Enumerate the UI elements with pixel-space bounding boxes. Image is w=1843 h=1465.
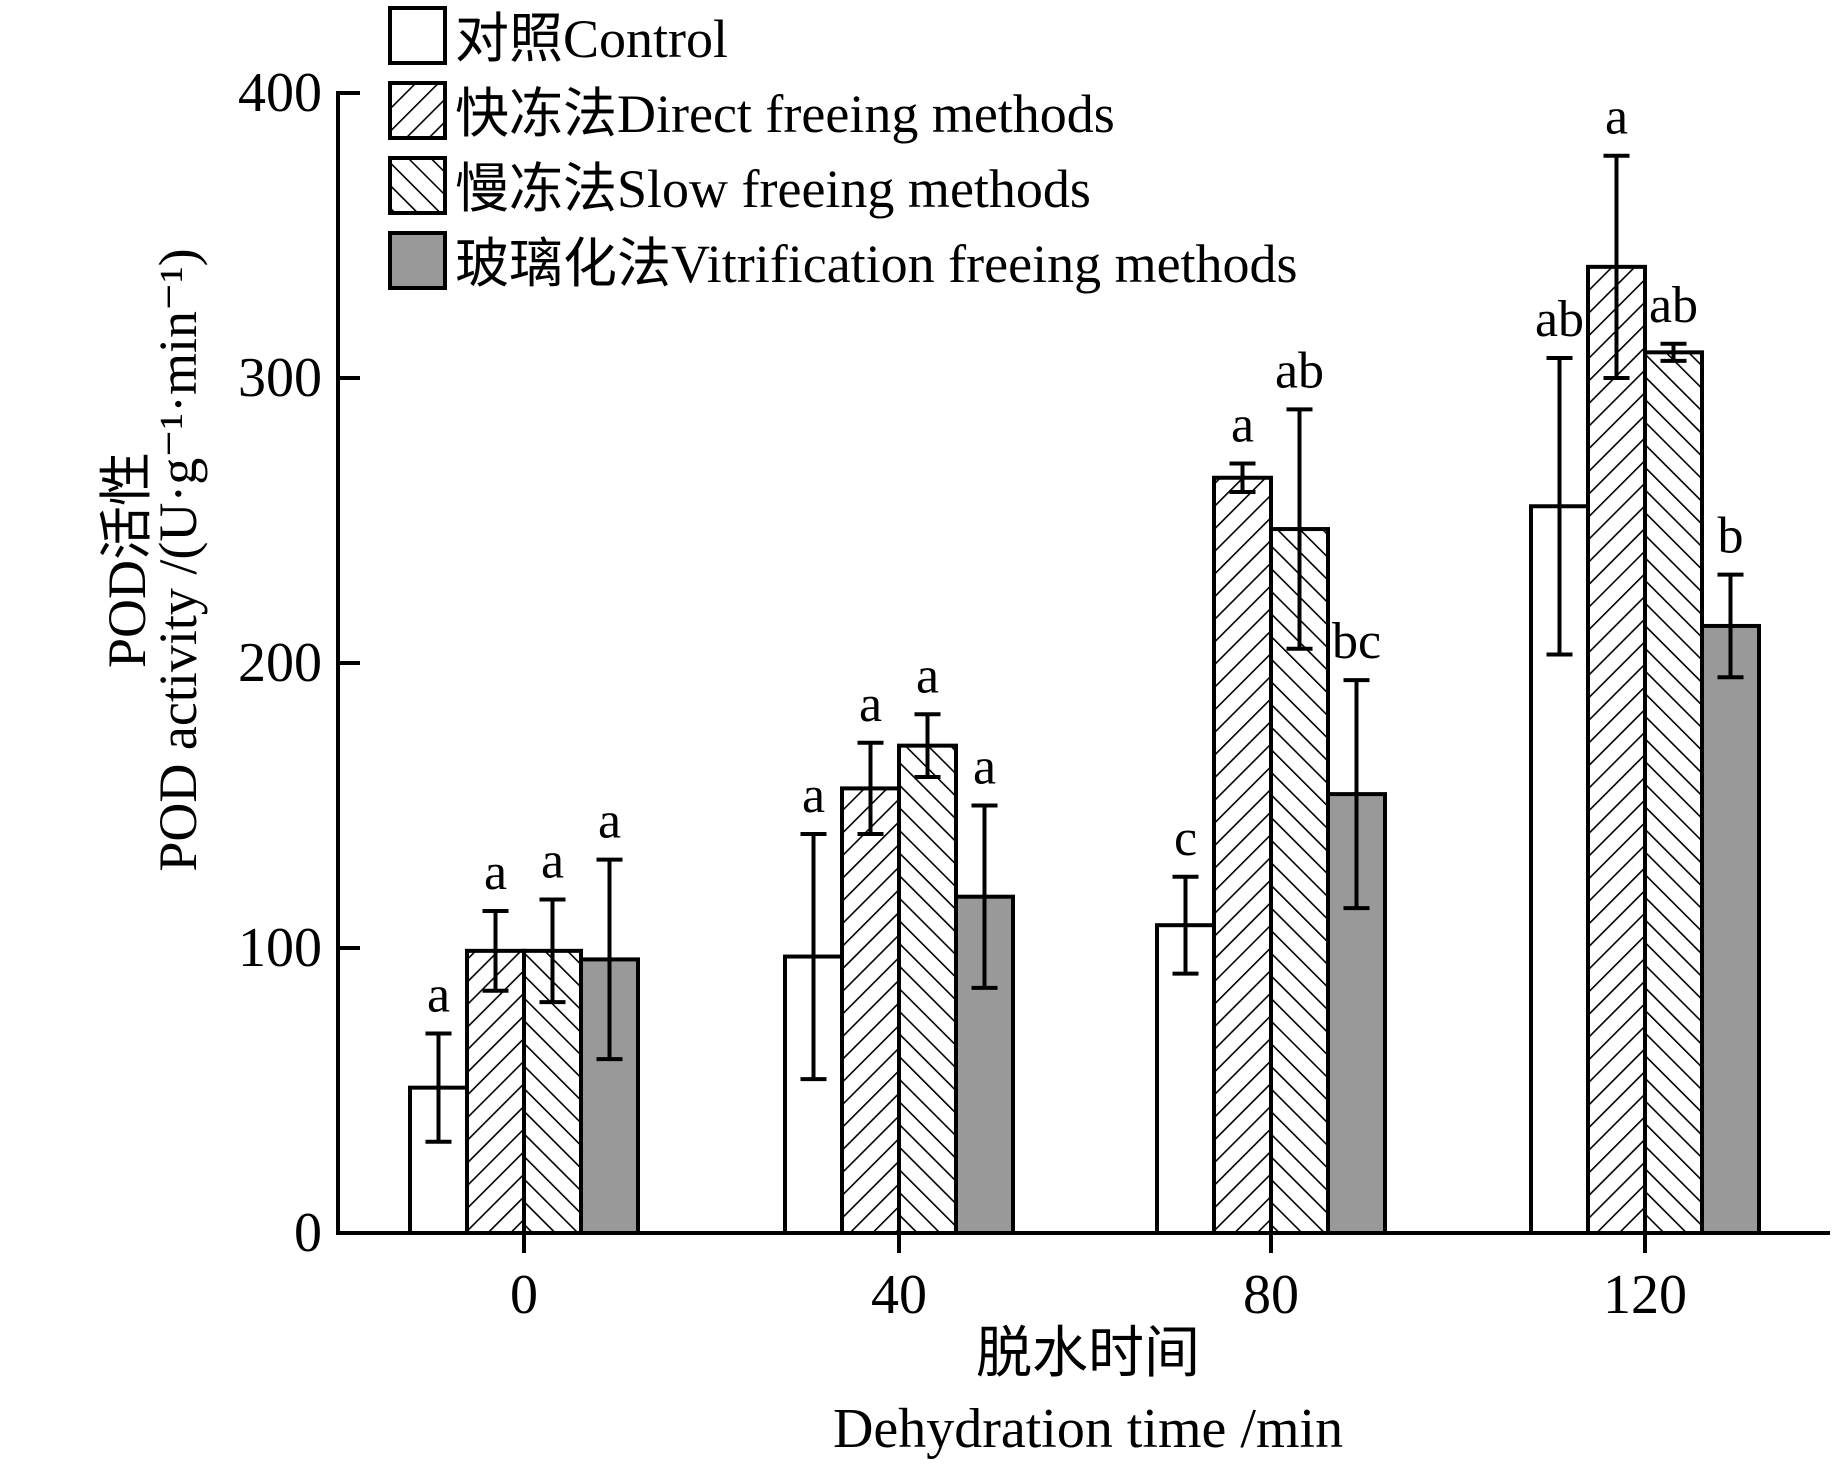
legend-label-0: 对照Control	[455, 9, 728, 69]
y-axis-label-en: POD activity /(U·g⁻¹·min⁻¹)	[148, 248, 208, 871]
x-tick-label-2: 80	[1243, 1264, 1299, 1326]
legend-label-2: 慢冻法Slow freeing methods	[455, 159, 1091, 219]
significance-letter-s0-c3: ab	[1535, 291, 1584, 348]
significance-letter-s1-c1: a	[859, 676, 882, 733]
x-axis-label-en: Dehydration time /min	[833, 1398, 1343, 1460]
legend-label-1: 快冻法Direct freeing methods	[455, 84, 1115, 144]
significance-letter-s3-c2: bc	[1332, 613, 1381, 670]
y-tick-label-1: 100	[238, 917, 322, 979]
y-axis-label-cn: POD活性	[97, 452, 157, 668]
significance-letter-s3-c0: a	[598, 793, 621, 850]
significance-letter-s1-c3: a	[1605, 89, 1628, 146]
y-tick-label-2: 200	[238, 632, 322, 694]
x-tick-label-3: 120	[1603, 1264, 1687, 1326]
bar-s2-c3	[1643, 350, 1704, 1236]
bar-s3-c3	[1700, 623, 1761, 1235]
y-tick-label-0: 0	[294, 1202, 322, 1264]
bar-s1-c3	[1586, 264, 1647, 1236]
legend-swatch-1	[388, 81, 447, 140]
x-tick-label-1: 40	[871, 1264, 927, 1326]
bar-s1-c1	[840, 786, 901, 1236]
significance-letter-s3-c3: b	[1718, 508, 1744, 565]
bar-s1-c0	[465, 948, 526, 1235]
legend-swatch-0	[388, 6, 447, 65]
significance-letter-s3-c1: a	[973, 739, 996, 796]
significance-letter-s1-c2: a	[1231, 397, 1254, 454]
y-tick-label-4: 400	[238, 62, 322, 124]
bar-s1-c2	[1212, 475, 1273, 1235]
significance-letter-s0-c1: a	[802, 767, 825, 824]
legend: 对照Control 快冻法Direct freeing methods 慢冻法Slo…	[388, 6, 1298, 294]
significance-letter-s1-c0: a	[484, 844, 507, 901]
bar-s2-c1	[897, 743, 958, 1236]
significance-letter-s2-c0: a	[541, 833, 564, 890]
significance-letter-s2-c2: ab	[1275, 342, 1324, 399]
significance-letter-s2-c1: a	[916, 647, 939, 704]
y-tick-label-3: 300	[238, 347, 322, 409]
legend-swatch-3	[388, 231, 447, 290]
significance-letter-s2-c3: ab	[1649, 277, 1698, 334]
x-tick-label-0: 0	[510, 1264, 538, 1326]
significance-letter-s0-c0: a	[427, 967, 450, 1024]
x-axis-label-cn: 脱水时间	[976, 1323, 1200, 1385]
legend-label-3: 玻璃化法Vitrification freeing methods	[455, 234, 1298, 294]
legend-swatch-2	[388, 156, 447, 215]
significance-letter-s0-c2: c	[1174, 810, 1197, 867]
